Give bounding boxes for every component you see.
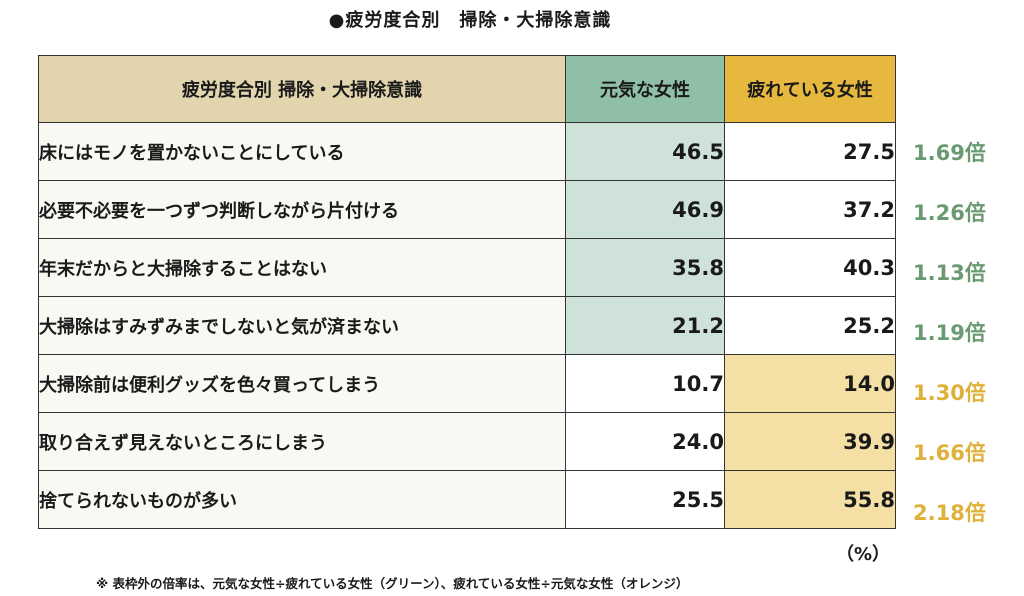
header-genki-cell: 元気な女性 <box>565 55 725 123</box>
ratio-label: 1.69倍 <box>913 141 986 165</box>
ratio-label: 2.18倍 <box>913 501 986 525</box>
ratio-label: 1.30倍 <box>913 381 986 405</box>
row-label: 大掃除前は便利グッズを色々買ってしまう <box>38 354 566 413</box>
ratio-label: 1.26倍 <box>913 201 986 225</box>
tsukare-value-cell: 40.3 <box>724 238 896 297</box>
tsukare-value-cell: 27.5 <box>724 122 896 181</box>
row-label: 捨てられないものが多い <box>38 470 566 529</box>
genki-value-cell: 25.5 <box>565 470 725 529</box>
data-table: 疲労度合別 掃除・大掃除意識 元気な女性 疲れている女性 床にはモノを置かないこ… <box>38 55 896 529</box>
ratio-label: 1.66倍 <box>913 441 986 465</box>
row-label: 必要不必要を一つずつ判断しながら片付ける <box>38 180 566 239</box>
table-row: 必要不必要を一つずつ判断しながら片付ける 46.9 37.2 <box>38 180 896 239</box>
table-body: 床にはモノを置かないことにしている 46.5 27.5 必要不必要を一つずつ判断しなが… <box>38 122 896 529</box>
row-label: 年末だからと大掃除することはない <box>38 238 566 297</box>
genki-value-cell: 35.8 <box>565 238 725 297</box>
table-row: 取り合えず見えないところにしまう 24.0 39.9 <box>38 412 896 471</box>
ratio-column: 1.69倍 1.26倍 1.13倍 1.19倍 1.30倍 1.66倍 2.18倍 <box>913 123 1013 543</box>
genki-value-cell: 21.2 <box>565 296 725 355</box>
row-label: 大掃除はすみずみまでしないと気が済まない <box>38 296 566 355</box>
tsukare-value-cell: 14.0 <box>724 354 896 413</box>
genki-value-cell: 24.0 <box>565 412 725 471</box>
tsukare-value-cell: 39.9 <box>724 412 896 471</box>
table-row: 大掃除はすみずみまでしないと気が済まない 21.2 25.2 <box>38 296 896 355</box>
unit-label: （%） <box>836 544 891 565</box>
tsukare-value-cell: 55.8 <box>724 470 896 529</box>
footnote: ※ 表枠外の倍率は、元気な女性÷疲れている女性（グリーン）、疲れている女性÷元気… <box>96 576 689 591</box>
ratio-label: 1.13倍 <box>913 261 986 285</box>
tsukare-value-cell: 37.2 <box>724 180 896 239</box>
header-tsukare-cell: 疲れている女性 <box>724 55 896 123</box>
genki-value-cell: 46.5 <box>565 122 725 181</box>
table-row: 床にはモノを置かないことにしている 46.5 27.5 <box>38 122 896 181</box>
table-row: 捨てられないものが多い 25.5 55.8 <box>38 470 896 529</box>
genki-value-cell: 10.7 <box>565 354 725 413</box>
table-row: 大掃除前は便利グッズを色々買ってしまう 10.7 14.0 <box>38 354 896 413</box>
row-label: 取り合えず見えないところにしまう <box>38 412 566 471</box>
tsukare-value-cell: 25.2 <box>724 296 896 355</box>
table-row: 年末だからと大掃除することはない 35.8 40.3 <box>38 238 896 297</box>
chart-title: ●疲労度合別 掃除・大掃除意識 <box>328 10 612 31</box>
header-label-cell: 疲労度合別 掃除・大掃除意識 <box>38 55 566 123</box>
genki-value-cell: 46.9 <box>565 180 725 239</box>
ratio-label: 1.19倍 <box>913 321 986 345</box>
table-header-row: 疲労度合別 掃除・大掃除意識 元気な女性 疲れている女性 <box>38 55 896 123</box>
row-label: 床にはモノを置かないことにしている <box>38 122 566 181</box>
